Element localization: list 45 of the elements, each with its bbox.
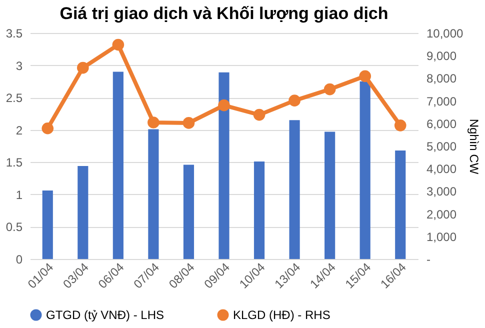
point: [76, 62, 89, 74]
y2-tick-label: 6,000: [426, 116, 457, 131]
y2-tick-label: 8,000: [426, 72, 457, 86]
legend-label: GTGD (tỷ VNĐ) - LHS: [46, 308, 164, 322]
point: [324, 83, 336, 96]
y-tick-label: 3.5: [6, 26, 23, 40]
bar: [42, 190, 53, 259]
y2-tick-label: 10,000: [426, 26, 464, 40]
y2-tick-label: 3,000: [426, 184, 457, 199]
bar: [324, 132, 336, 259]
y-tick-label: 2.5: [6, 91, 23, 106]
point: [359, 70, 372, 82]
y2-tick-label: 5,000: [426, 140, 457, 154]
bar: [112, 72, 124, 259]
y-tick-label: 0.5: [6, 220, 23, 234]
point: [288, 94, 300, 106]
legend-label: KLGD (HĐ) - RHS: [233, 308, 330, 322]
point: [112, 38, 124, 51]
y-tick-label: 2: [16, 123, 23, 138]
y-tick-label: 1: [16, 188, 23, 202]
bar: [148, 129, 159, 259]
point: [42, 122, 54, 134]
y-tick-label: 3: [16, 58, 23, 73]
y2-tick-label: 9,000: [426, 49, 457, 64]
y2-tick-label: 1,000: [426, 230, 457, 244]
point: [218, 99, 230, 112]
bar: [183, 164, 194, 259]
y2-tick-label: 2,000: [426, 207, 457, 222]
y2-tick-label: -: [426, 252, 430, 266]
point: [148, 116, 160, 128]
point: [253, 108, 266, 121]
y2-tick-label: 4,000: [426, 162, 457, 176]
bar: [78, 166, 88, 259]
bar: [360, 81, 370, 259]
bar: [289, 120, 300, 259]
y-tick-label: 0: [16, 252, 23, 266]
bar: [395, 150, 406, 259]
chart-title: Giá trị giao dịch và Khối lượng giao dịch: [60, 4, 388, 23]
bar: [218, 72, 230, 259]
y2-axis-title: Nghìn CW: [467, 118, 482, 175]
bar: [254, 161, 265, 259]
point: [394, 120, 406, 132]
y-tick-label: 1.5: [6, 156, 23, 170]
point: [182, 117, 195, 129]
y2-tick-label: 7,000: [426, 94, 457, 108]
